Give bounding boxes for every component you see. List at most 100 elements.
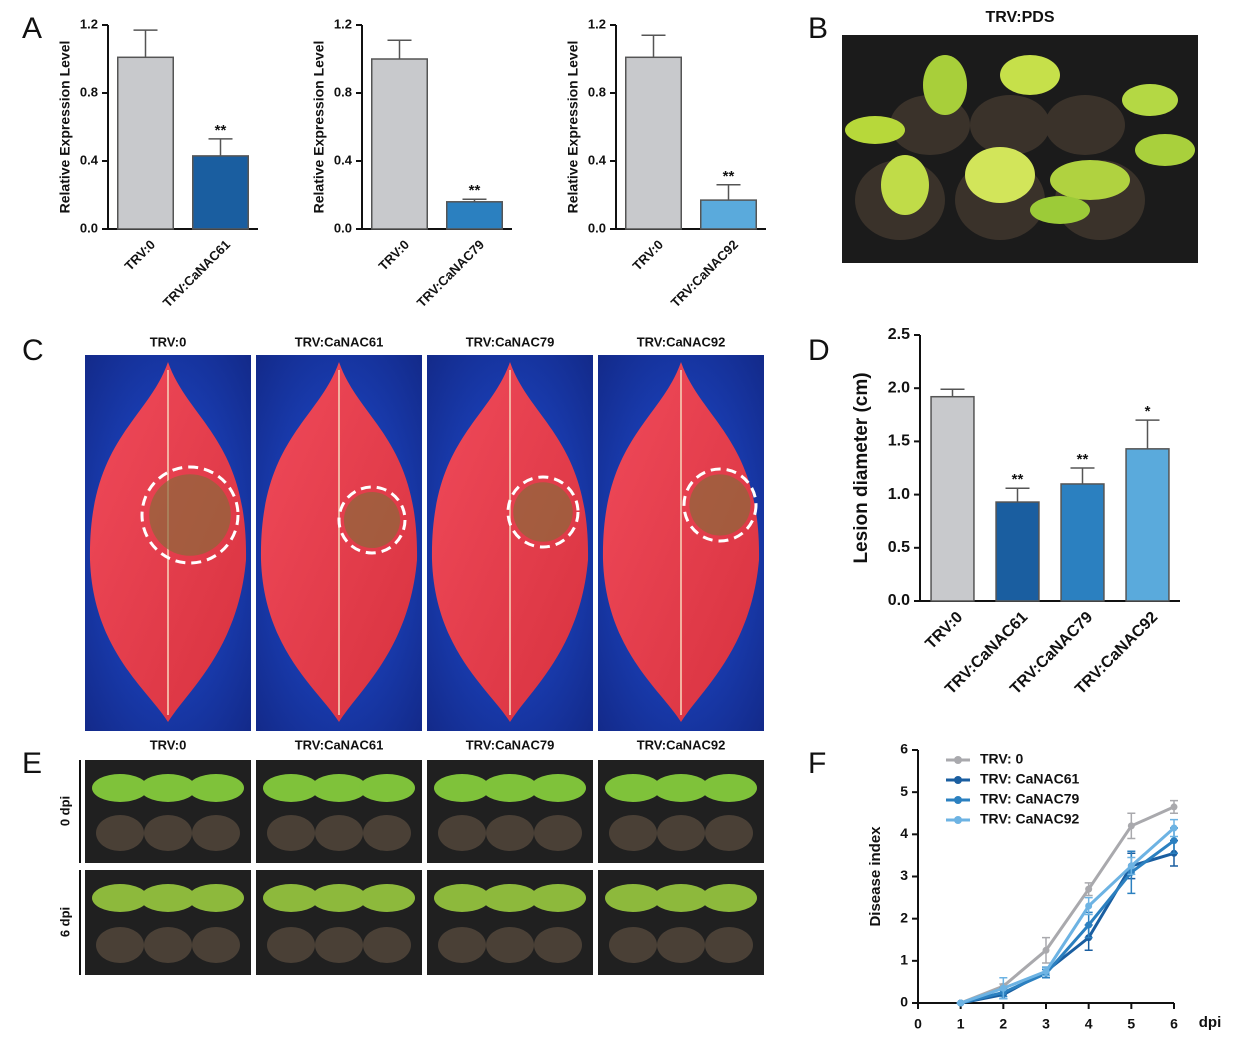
bar [1125,448,1170,602]
plant [263,884,319,912]
pot [534,815,582,851]
significance: ** [1012,471,1024,488]
marker [1127,862,1135,870]
pot [486,927,534,963]
pot [363,815,411,851]
lesion-ring [506,475,580,549]
x-tick-label: 0 [914,1016,922,1032]
legend-marker [954,756,962,764]
pot [267,815,315,851]
pot [705,927,753,963]
photo-title: TRV:PDS [985,9,1054,26]
significance: ** [215,122,227,139]
photo-caption: TRV:CaNAC92 [637,334,726,349]
error-bar [641,34,666,58]
plant [605,774,661,802]
panel-label: C [22,334,44,367]
significance: ** [723,168,735,185]
line [960,826,1175,1005]
plant [434,774,490,802]
pot [438,815,486,851]
bar [995,501,1040,602]
x-tick-label: TRV:0 [122,237,158,273]
marker [1042,946,1050,954]
marker [1127,822,1135,830]
marker [1085,885,1093,893]
error-bar [133,29,158,58]
y-axis-label: Relative Expression Level [311,41,327,214]
plant [311,774,367,802]
pot [363,927,411,963]
bar [446,201,503,230]
plant [482,884,538,912]
bar [700,199,757,230]
error-bar [1135,419,1160,449]
x-tick-label: TRV:0 [376,237,412,273]
y-tick-label: 1 [900,952,908,968]
photo-caption: TRV:0 [150,334,187,349]
pot [192,815,240,851]
y-tick-label: 0.0 [888,592,910,609]
x-tick-label: 6 [1170,1016,1178,1032]
marker [1085,921,1093,929]
photo-caption: TRV:CaNAC79 [466,737,555,752]
pot [96,815,144,851]
y-tick-label: 1.2 [588,16,606,31]
panel-label: B [808,12,828,45]
plant [482,774,538,802]
y-tick-label: 0.8 [80,84,98,99]
legend-marker [954,796,962,804]
significance: * [1145,403,1151,420]
photo-caption: TRV:CaNAC79 [466,334,555,349]
y-tick-label: 0 [900,994,908,1010]
plant [605,884,661,912]
panel-label: A [22,12,42,45]
plant [263,774,319,802]
photo-b [842,35,1198,263]
significance: ** [469,182,481,199]
marker [957,999,965,1007]
marker [1170,824,1178,832]
y-tick-label: 0.5 [888,539,910,556]
lesion-ring [140,465,240,565]
y-tick-label: 0.4 [588,152,607,167]
marker [1170,837,1178,845]
pot [438,927,486,963]
bar [930,395,975,602]
plant [359,774,415,802]
photos-e [85,760,764,975]
y-tick-label: 0.8 [334,84,352,99]
line [960,851,1175,1005]
bar [117,56,174,230]
photo-caption: TRV:CaNAC61 [295,737,384,752]
plant [530,774,586,802]
photo-caption: TRV:CaNAC92 [637,737,726,752]
plant [434,884,490,912]
panel-label: F [808,747,826,780]
y-tick-label: 6 [900,741,908,757]
bar [625,56,682,230]
plant [140,774,196,802]
significance: ** [1077,451,1089,468]
y-tick-label: 1.5 [888,433,910,450]
plant [653,774,709,802]
plant [92,884,148,912]
pot [657,815,705,851]
error-bar [716,184,741,201]
marker [1042,967,1050,975]
pot [267,927,315,963]
plant [311,884,367,912]
y-tick-label: 0.0 [588,220,606,235]
error-bar [940,388,965,397]
x-tick-label: TRV:0 [922,609,966,653]
pot [192,927,240,963]
photo-caption: TRV:CaNAC61 [295,334,384,349]
line [960,805,1175,1005]
pot [534,927,582,963]
legend-marker [954,816,962,824]
y-tick-label: 2.5 [888,326,910,343]
lesion-ring [682,467,758,543]
pot [315,927,363,963]
error-bar [462,198,487,202]
bar [371,58,428,230]
